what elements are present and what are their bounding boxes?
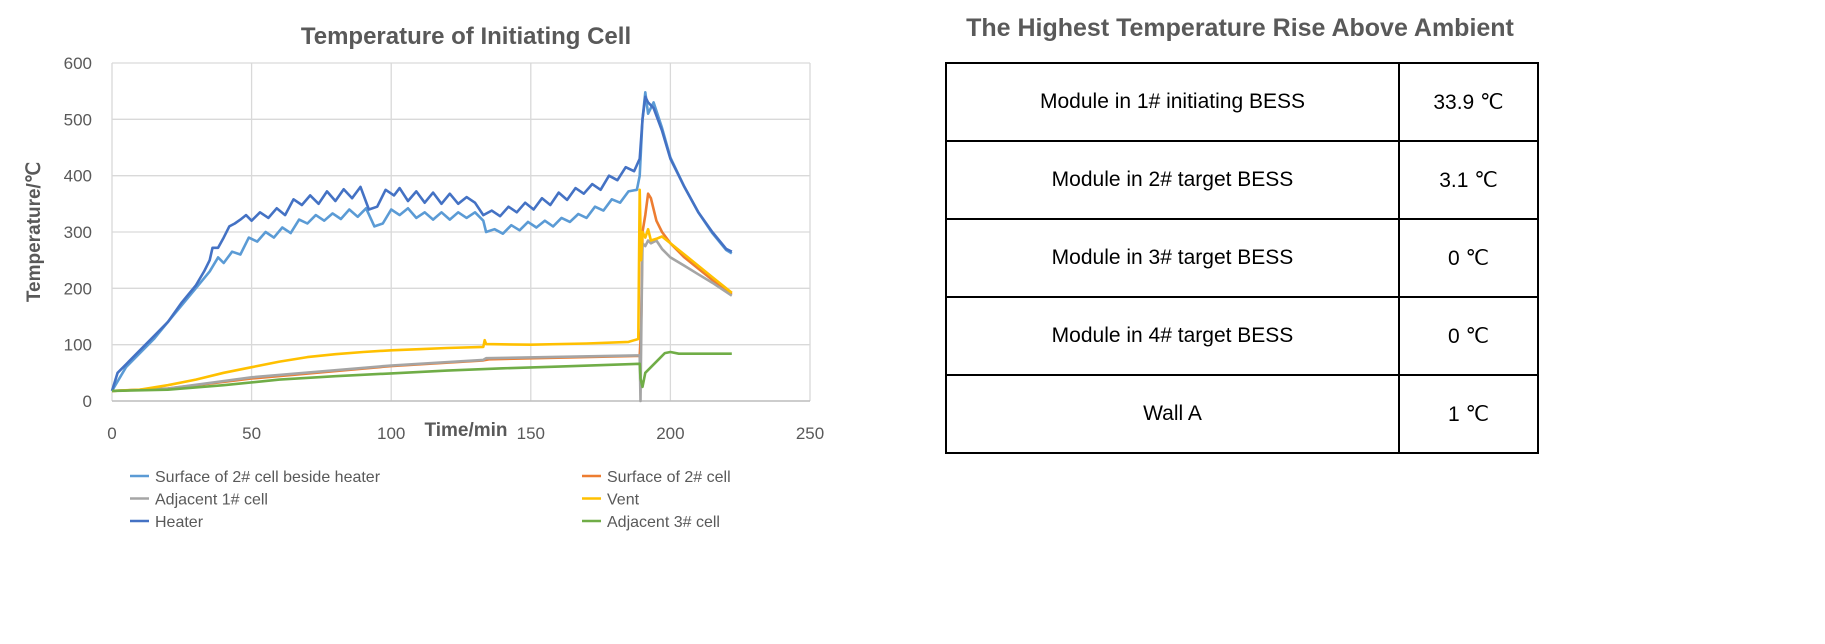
table-row: Module in 4# target BESS 0 ℃ <box>945 296 1539 376</box>
value-cell: 33.9 ℃ <box>1398 62 1539 142</box>
y-tick-label: 500 <box>64 110 92 129</box>
value-cell: 1 ℃ <box>1398 374 1539 454</box>
legend: Surface of 2# cell beside heater Surface … <box>130 469 731 531</box>
legend-label: Surface of 2# cell <box>607 469 731 486</box>
location-cell: Module in 4# target BESS <box>945 296 1400 376</box>
legend-label: Adjacent 3# cell <box>607 514 720 531</box>
legend-label: Heater <box>155 514 204 531</box>
series-line-0 <box>110 91 733 392</box>
x-tick-label: 0 <box>107 424 116 443</box>
location-cell: Module in 2# target BESS <box>945 140 1400 220</box>
legend-label: Vent <box>607 492 640 509</box>
y-tick-label: 100 <box>64 336 92 355</box>
location-cell: Wall A <box>945 374 1400 454</box>
table-title: The Highest Temperature Rise Above Ambie… <box>966 14 1514 42</box>
series-line-3 <box>111 188 733 393</box>
temperature-chart: Temperature of Initiating Cell 0 100 200 30… <box>24 23 824 531</box>
legend-label: Adjacent 1# cell <box>155 492 268 509</box>
table-row: Module in 1# initiating BESS 33.9 ℃ <box>945 62 1539 142</box>
value-cell: 0 ℃ <box>1398 296 1539 376</box>
x-tick-label: 150 <box>517 424 545 443</box>
x-axis-ticks: 0 50 100 150 200 250 <box>107 424 824 443</box>
x-tick-label: 50 <box>242 424 261 443</box>
table-row: Module in 3# target BESS 0 ℃ <box>945 218 1539 298</box>
y-tick-label: 300 <box>64 223 92 242</box>
x-tick-label: 200 <box>656 424 684 443</box>
y-axis-ticks: 0 100 200 300 400 500 600 <box>64 54 92 411</box>
value-cell: 3.1 ℃ <box>1398 140 1539 220</box>
value-cell: 0 ℃ <box>1398 218 1539 298</box>
y-tick-label: 400 <box>64 167 92 186</box>
location-cell: Module in 1# initiating BESS <box>945 62 1400 142</box>
x-axis-label: Time/min <box>424 420 507 441</box>
x-tick-label: 100 <box>377 424 405 443</box>
table-row: Module in 2# target BESS 3.1 ℃ <box>945 140 1539 220</box>
series-line-2 <box>111 239 733 403</box>
series-line-5 <box>111 350 732 393</box>
location-cell: Module in 3# target BESS <box>945 218 1400 298</box>
y-axis-label: Temperature/℃ <box>24 162 45 302</box>
y-tick-label: 600 <box>64 54 92 73</box>
y-tick-label: 200 <box>64 279 92 298</box>
x-tick-label: 250 <box>796 424 824 443</box>
series-line-4 <box>110 95 733 392</box>
series-lines <box>110 91 733 403</box>
y-tick-label: 0 <box>83 392 92 411</box>
gridlines <box>111 62 811 402</box>
chart-title: Temperature of Initiating Cell <box>301 23 631 50</box>
temperature-rise-table: Module in 1# initiating BESS 33.9 ℃ Module… <box>945 62 1539 454</box>
legend-label: Surface of 2# cell beside heater <box>155 469 381 486</box>
